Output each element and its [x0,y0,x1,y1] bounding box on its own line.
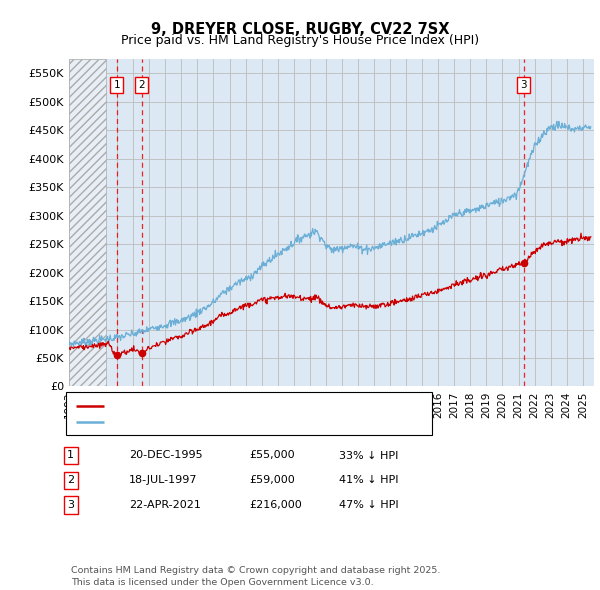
Text: £216,000: £216,000 [249,500,302,510]
Text: £55,000: £55,000 [249,451,295,460]
Text: 9, DREYER CLOSE, RUGBY, CV22 7SX (detached house): 9, DREYER CLOSE, RUGBY, CV22 7SX (detach… [108,401,416,411]
Text: 33% ↓ HPI: 33% ↓ HPI [339,451,398,460]
Text: 9, DREYER CLOSE, RUGBY, CV22 7SX: 9, DREYER CLOSE, RUGBY, CV22 7SX [151,22,449,37]
Text: Contains HM Land Registry data © Crown copyright and database right 2025.
This d: Contains HM Land Registry data © Crown c… [71,566,440,587]
Text: 18-JUL-1997: 18-JUL-1997 [129,476,197,485]
Text: HPI: Average price, detached house, Rugby: HPI: Average price, detached house, Rugb… [108,417,349,427]
Text: 1: 1 [67,451,74,460]
Text: Price paid vs. HM Land Registry's House Price Index (HPI): Price paid vs. HM Land Registry's House … [121,34,479,47]
Text: 1: 1 [113,80,120,90]
Text: 41% ↓ HPI: 41% ↓ HPI [339,476,398,485]
Text: 20-DEC-1995: 20-DEC-1995 [129,451,203,460]
Text: 2: 2 [139,80,145,90]
Text: 3: 3 [67,500,74,510]
Text: 22-APR-2021: 22-APR-2021 [129,500,201,510]
Text: 3: 3 [520,80,527,90]
Text: 47% ↓ HPI: 47% ↓ HPI [339,500,398,510]
Bar [69,59,106,386]
Text: £59,000: £59,000 [249,476,295,485]
Text: 2: 2 [67,476,74,485]
